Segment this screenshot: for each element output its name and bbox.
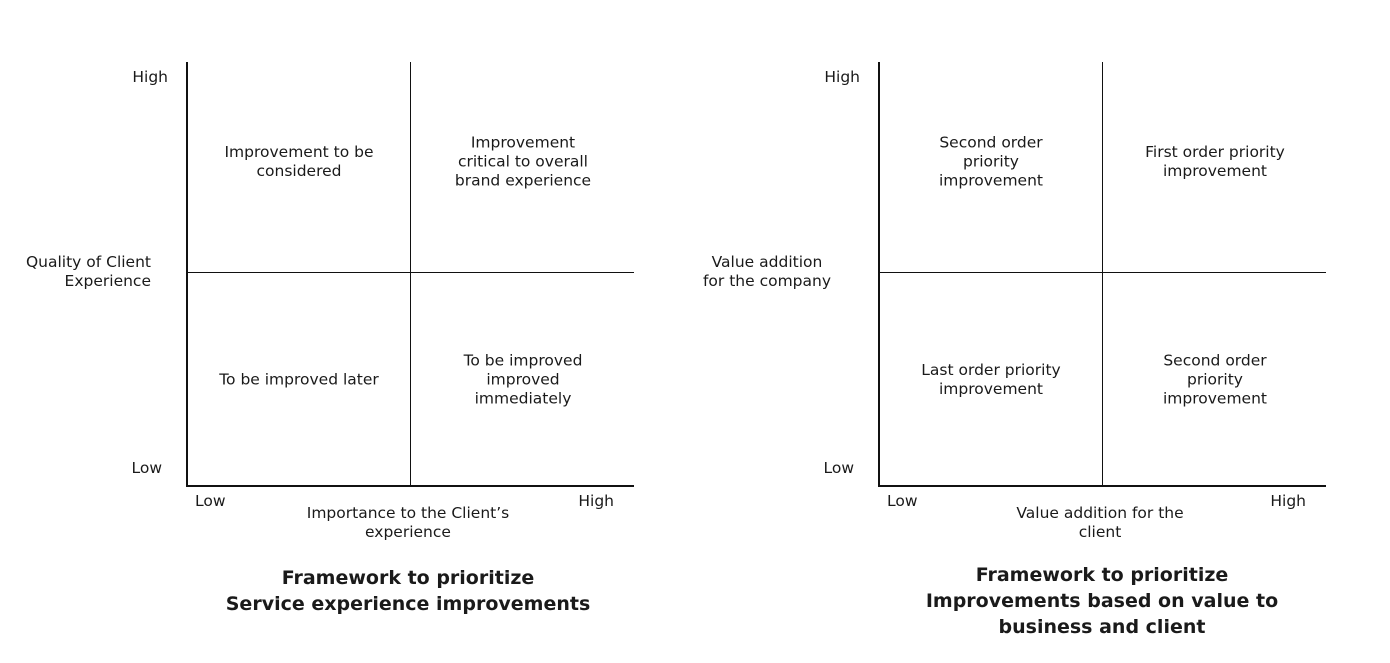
x-axis-high-label: High — [578, 492, 614, 510]
x-axis-low-label: Low — [887, 492, 918, 510]
x-axis-title-line: Importance to the Client’s — [306, 504, 510, 522]
y-axis-title: Quality of Client Experience — [0, 253, 151, 291]
quadrant-bottom-right: Second order priority improvement — [1104, 352, 1326, 409]
y-axis-title-line: for the company — [702, 272, 832, 290]
quadrant-text-line: To be improved later — [219, 370, 379, 389]
y-axis-title: Value addition for the company — [692, 253, 842, 291]
vertical-divider — [410, 62, 411, 486]
caption-line: business and client — [998, 616, 1206, 638]
caption-line: Service experience improvements — [225, 593, 591, 615]
quadrant-text-line: priority — [963, 152, 1019, 171]
x-axis-title-line: client — [1078, 523, 1122, 541]
service-experience-matrix: High Low Low High Quality of Client Expe… — [0, 62, 686, 617]
horizontal-divider — [879, 272, 1326, 273]
quadrant-text-line: priority — [1187, 370, 1243, 389]
quadrant-text-line: brand experience — [454, 171, 592, 190]
quadrant-text-line: improved — [486, 370, 560, 389]
quadrant-bottom-left: To be improved later — [188, 371, 410, 390]
horizontal-divider — [187, 272, 634, 273]
y-axis-title-line: Quality of Client — [25, 253, 151, 271]
quadrant-text-line: improvement — [938, 380, 1043, 398]
matrix-caption: Framework to prioritize Service experien… — [130, 565, 686, 617]
quadrant-text-line: Improvement to be — [224, 143, 374, 161]
x-axis-title: Value addition for the client — [942, 504, 1258, 542]
x-axis-title-line: experience — [365, 523, 451, 541]
value-addition-matrix: High Low Low High Value addition for the… — [692, 0, 1387, 663]
quadrant-text-line: considered — [256, 162, 342, 180]
y-axis-line — [878, 62, 880, 487]
y-axis-high-label: High — [824, 68, 860, 86]
x-axis-line — [878, 485, 1326, 487]
x-axis-low-label: Low — [195, 492, 226, 510]
quadrant-text-line: To be improved — [463, 351, 583, 370]
quadrant-bottom-right: To be improved improved immediately — [412, 352, 634, 409]
quadrant-top-left: Improvement to be considered — [188, 143, 410, 181]
y-axis-title-line: Experience — [64, 272, 151, 290]
quadrant-text-line: improvement — [938, 171, 1043, 190]
y-axis-title-line: Value addition — [711, 253, 823, 271]
caption-line: Improvements based on value to — [925, 590, 1279, 612]
matrix-caption: Framework to prioritize Improvements bas… — [824, 562, 1380, 640]
quadrant-text-line: immediately — [474, 389, 572, 408]
quadrant-text-line: Second order — [1163, 351, 1267, 370]
y-axis-high-label: High — [132, 68, 168, 86]
x-axis-high-label: High — [1270, 492, 1306, 510]
caption-line: Framework to prioritize — [281, 567, 535, 589]
caption-line: Framework to prioritize — [975, 564, 1229, 586]
x-axis-title-line: Value addition for the — [1016, 504, 1184, 522]
quadrant-text-line: Last order priority — [921, 361, 1061, 379]
quadrant-text-line: First order priority — [1145, 143, 1285, 161]
quadrant-top-left: Second order priority improvement — [880, 134, 1102, 191]
quadrant-text-line: improvement — [1162, 389, 1267, 408]
vertical-divider — [1102, 62, 1103, 486]
quadrant-text-line: critical to overall — [457, 152, 588, 171]
quadrant-text-line: Improvement — [470, 133, 576, 152]
quadrant-text-line: Second order — [939, 133, 1043, 152]
quadrant-bottom-left: Last order priority improvement — [880, 361, 1102, 399]
quadrant-top-right: First order priority improvement — [1104, 143, 1326, 181]
y-axis-low-label: Low — [823, 459, 854, 477]
x-axis-title: Importance to the Client’s experience — [250, 504, 566, 542]
quadrant-top-right: Improvement critical to overall brand ex… — [412, 134, 634, 191]
quadrant-text-line: improvement — [1162, 162, 1267, 180]
y-axis-low-label: Low — [131, 459, 162, 477]
x-axis-line — [186, 485, 634, 487]
y-axis-line — [186, 62, 188, 487]
